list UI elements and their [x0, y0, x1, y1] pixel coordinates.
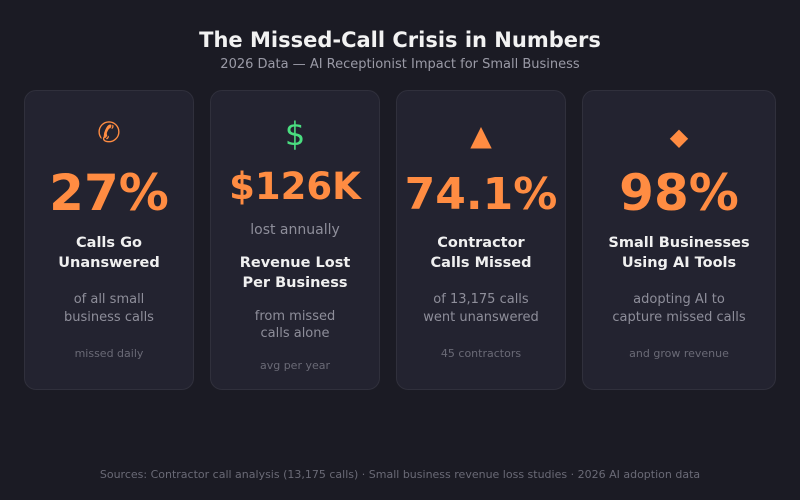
- stat-title: Calls Go: [76, 235, 142, 251]
- diamond-icon: ◆: [669, 123, 689, 151]
- stat-footnote: 45 contractors: [440, 347, 522, 360]
- sources-footer: Sources: Contractor call analysis (13,17…: [99, 468, 701, 481]
- stat-value: $126K: [229, 165, 361, 208]
- stat-description: went unanswered: [423, 310, 539, 325]
- stat-subvalue: lost annually: [250, 222, 340, 238]
- stat-description: adopting AI to: [633, 292, 725, 307]
- stat-description: business calls: [64, 310, 154, 325]
- stat-card-contractor-calls: ▲ 74.1% Contractor Calls Missed of 13,17…: [396, 90, 566, 390]
- stat-footnote: avg per year: [259, 359, 331, 372]
- warning-triangle-icon: ▲: [470, 119, 492, 152]
- stat-footnote: missed daily: [74, 347, 144, 360]
- stat-card-ai-adoption: ◆ 98% Small Businesses Using AI Tools ad…: [582, 90, 776, 390]
- stat-title: Calls Missed: [430, 255, 532, 271]
- page-subtitle: 2026 Data — AI Receptionist Impact for S…: [220, 57, 580, 72]
- stat-description: of all small: [73, 292, 145, 307]
- stat-title: Small Businesses: [608, 235, 750, 251]
- stat-description: capture missed calls: [612, 310, 746, 325]
- stat-card-calls-unanswered: ✆ 27% Calls Go Unanswered of all small b…: [24, 90, 194, 390]
- stat-card-revenue-lost: $ $126K lost annually Revenue Lost Per B…: [210, 90, 380, 390]
- stat-title: Per Business: [242, 275, 348, 291]
- stat-title: Revenue Lost: [239, 255, 351, 271]
- page-title: The Missed-Call Crisis in Numbers: [199, 28, 601, 52]
- phone-icon: ✆: [97, 116, 121, 149]
- stat-value: 27%: [49, 164, 169, 222]
- stat-value: 74.1%: [404, 169, 558, 220]
- stat-description: calls alone: [260, 326, 330, 341]
- stat-description: of 13,175 calls: [433, 292, 529, 307]
- stat-title: Unanswered: [58, 255, 160, 271]
- stat-description: from missed: [254, 309, 336, 324]
- stat-footnote: and grow revenue: [629, 347, 729, 360]
- stat-title: Using AI Tools: [621, 255, 737, 271]
- dollar-icon: $: [284, 115, 306, 153]
- stat-value: 98%: [619, 164, 739, 222]
- stat-title: Contractor: [437, 235, 525, 251]
